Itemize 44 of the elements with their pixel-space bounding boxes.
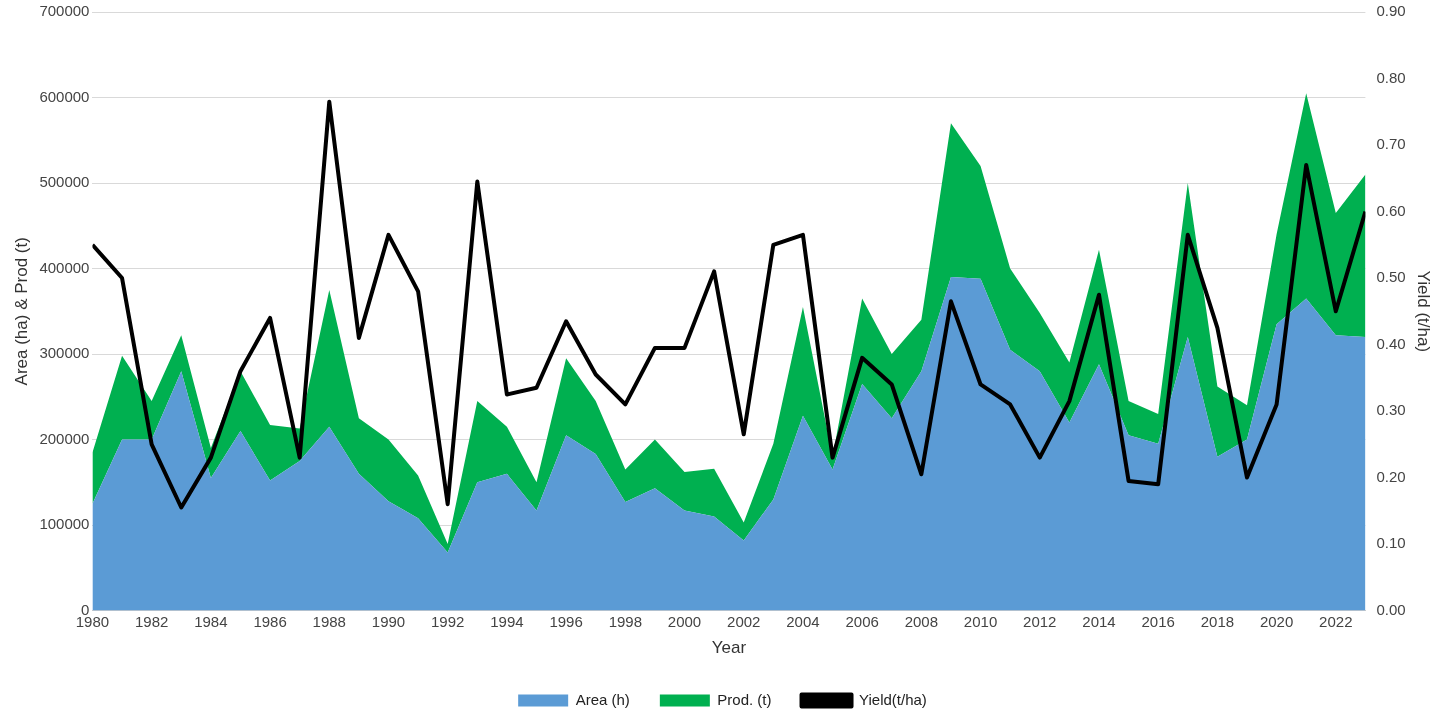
x-tick-label: 2004	[786, 612, 820, 630]
y2-tick-label: 0.60	[1376, 201, 1406, 219]
y2-axis-title: Yield (t/ha)	[1414, 270, 1434, 353]
y-tick-label: 200000	[39, 429, 90, 447]
x-tick-label: 2010	[963, 612, 998, 630]
x-tick-label: 1986	[253, 612, 287, 630]
y2-tick-label: 0.80	[1376, 68, 1406, 86]
y2-tick-label: 0.00	[1376, 600, 1406, 618]
x-tick-label: 1984	[194, 612, 228, 630]
x-tick-label: 2008	[904, 612, 939, 630]
x-tick-label: 2022	[1319, 612, 1353, 630]
legend-label: Prod. (t)	[717, 690, 772, 708]
legend-label: Area (h)	[575, 690, 630, 708]
legend-label: Yield(t/ha)	[859, 690, 927, 708]
x-tick-label: 2002	[727, 612, 761, 630]
y2-tick-label: 0.90	[1376, 2, 1406, 20]
x-axis-title: Year	[711, 638, 747, 658]
y-tick-label: 500000	[39, 173, 90, 191]
x-tick-label: 2012	[1023, 612, 1057, 630]
x-tick-label: 1996	[549, 612, 583, 630]
y2-tick-label: 0.30	[1376, 401, 1406, 419]
x-tick-label: 1988	[312, 612, 346, 630]
y-tick-label: 700000	[39, 2, 90, 20]
y2-tick-label: 0.10	[1376, 534, 1406, 552]
y2-tick-label: 0.50	[1376, 268, 1406, 286]
x-tick-label: 1994	[490, 612, 524, 630]
x-tick-label: 2006	[845, 612, 879, 630]
x-tick-label: 2000	[667, 612, 702, 630]
x-tick-label: 1990	[371, 612, 406, 630]
x-tick-label: 2020	[1259, 612, 1294, 630]
y2-tick-label: 0.40	[1376, 334, 1406, 352]
y-axis-title: Area (ha) & Prod (t)	[11, 237, 31, 386]
x-tick-label: 2016	[1141, 612, 1175, 630]
x-tick-label: 1982	[134, 612, 169, 630]
x-tick-label: 2018	[1200, 612, 1235, 630]
x-tick-label: 1992	[431, 612, 465, 630]
y-tick-label: 300000	[39, 344, 90, 362]
x-tick-label: 1998	[608, 612, 642, 630]
x-tick-label: 2014	[1082, 612, 1116, 630]
y-tick-label: 400000	[39, 258, 90, 276]
y2-tick-label: 0.20	[1376, 467, 1406, 485]
y2-tick-label: 0.70	[1376, 135, 1406, 153]
y-tick-label: 100000	[39, 515, 90, 533]
y-tick-label: 600000	[39, 87, 90, 105]
